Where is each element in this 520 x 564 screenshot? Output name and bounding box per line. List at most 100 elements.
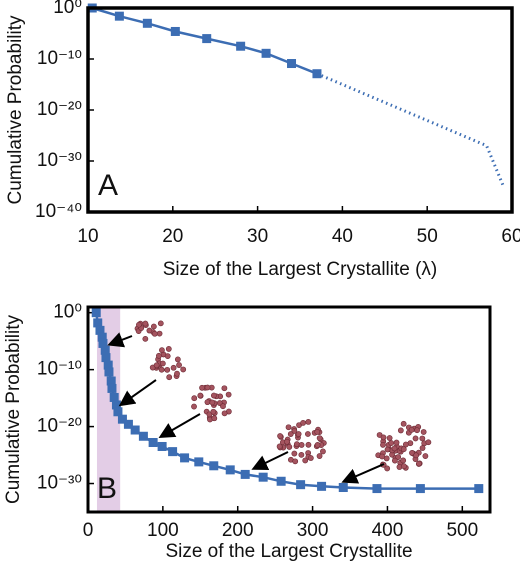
- atom: [191, 395, 198, 402]
- atom: [420, 429, 427, 435]
- atom: [291, 450, 298, 457]
- atom: [199, 384, 205, 391]
- atom: [220, 403, 226, 410]
- atom: [397, 427, 404, 434]
- atom: [316, 453, 323, 459]
- atom: [400, 420, 407, 427]
- y-tick-label: 10⁻³⁰: [37, 473, 82, 494]
- atom: [419, 445, 426, 451]
- x-tick-label: 60: [501, 226, 520, 247]
- data-point: [415, 484, 425, 494]
- data-point: [91, 308, 101, 318]
- x-tick-label: 400: [372, 520, 404, 541]
- atom: [225, 391, 232, 398]
- arrow: [158, 413, 201, 439]
- x-axis-label: Size of the Largest Crystallite: [165, 541, 412, 562]
- atom: [422, 453, 429, 459]
- atom: [314, 442, 321, 448]
- atom: [400, 446, 407, 453]
- crystal-image: [134, 320, 164, 342]
- atom: [285, 424, 292, 431]
- data-point: [142, 18, 152, 28]
- y-tick-label: 10⁰: [53, 0, 82, 18]
- x-tick-label: 500: [446, 520, 478, 541]
- atom: [425, 439, 432, 446]
- atom: [155, 352, 162, 359]
- atom: [413, 452, 420, 459]
- atom: [166, 374, 173, 381]
- atom: [414, 427, 420, 434]
- atom: [379, 453, 386, 460]
- data-point: [202, 34, 212, 44]
- crystal-image: [191, 384, 232, 423]
- atom: [284, 438, 290, 445]
- atom: [204, 384, 211, 391]
- atom: [191, 403, 197, 410]
- data-point: [123, 419, 133, 429]
- atom: [150, 323, 157, 330]
- data-point: [338, 483, 348, 493]
- atom: [388, 440, 395, 446]
- plot-frame: [86, 6, 514, 214]
- data-point: [114, 11, 124, 21]
- x-tick-label: 30: [247, 226, 268, 247]
- data-point: [117, 414, 127, 424]
- atom: [305, 441, 312, 448]
- data-point: [98, 338, 108, 348]
- data-point: [138, 431, 148, 441]
- atom: [314, 429, 321, 435]
- atom: [395, 454, 402, 460]
- data-point: [312, 69, 322, 79]
- atom: [174, 370, 180, 377]
- atom: [391, 457, 398, 464]
- data-point: [258, 472, 268, 482]
- atom: [380, 434, 387, 441]
- atom: [180, 366, 187, 373]
- atom: [401, 463, 407, 470]
- atom: [287, 431, 294, 437]
- atom: [165, 346, 172, 352]
- atom: [221, 385, 228, 392]
- atom: [393, 439, 400, 446]
- arrow: [341, 463, 385, 484]
- panel-label: A: [98, 169, 118, 202]
- x-tick-label: 0: [83, 520, 94, 541]
- data-point: [130, 425, 140, 435]
- atom: [157, 320, 164, 327]
- atom: [276, 443, 283, 450]
- data-point: [95, 325, 105, 335]
- atom: [412, 435, 419, 442]
- atom: [295, 431, 302, 437]
- x-tick-label: 100: [147, 520, 179, 541]
- atom: [176, 362, 182, 368]
- atom: [136, 321, 142, 328]
- data-point: [225, 465, 235, 475]
- atom: [221, 410, 228, 417]
- atom: [153, 362, 160, 369]
- atom: [419, 435, 426, 442]
- atom: [286, 444, 293, 450]
- data-point: [261, 48, 271, 58]
- data-point: [101, 353, 111, 363]
- atom: [164, 366, 171, 373]
- atom: [159, 360, 166, 367]
- atom: [380, 441, 386, 448]
- atom: [304, 431, 311, 437]
- arrow: [251, 451, 289, 470]
- arrow: [107, 332, 133, 348]
- atom: [170, 364, 177, 371]
- atom: [174, 356, 181, 363]
- data-point: [276, 476, 286, 486]
- atom: [402, 441, 409, 448]
- series-line: [316, 72, 505, 188]
- atom: [197, 392, 204, 399]
- atom: [209, 399, 216, 406]
- atom: [384, 446, 391, 453]
- crystal-image: [375, 420, 432, 472]
- atom: [158, 366, 165, 373]
- atom: [292, 458, 299, 465]
- data-point: [107, 383, 117, 393]
- data-point: [103, 360, 113, 370]
- atom: [408, 426, 415, 433]
